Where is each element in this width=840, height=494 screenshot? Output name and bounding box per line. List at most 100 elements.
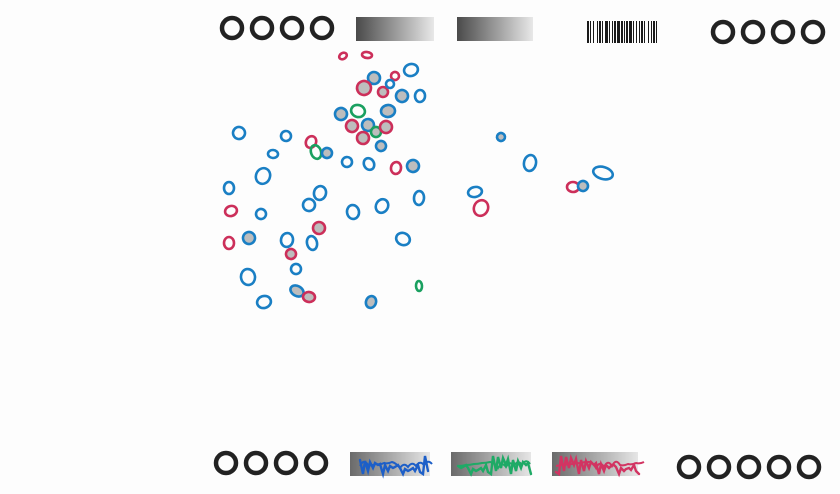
red-blob: [355, 79, 373, 97]
gradient-bar-1: [356, 17, 434, 41]
blue-blob: [366, 70, 382, 86]
red-blob: [355, 130, 371, 146]
registration-ring: [800, 19, 826, 45]
red-blob: [389, 70, 401, 82]
blue-blob: [394, 231, 412, 247]
blue-blob: [231, 125, 247, 141]
blue-blob: [255, 294, 273, 310]
blue-blob: [394, 88, 410, 104]
blue-blob: [405, 158, 421, 174]
blue-blob: [279, 129, 293, 143]
barcode-bar: [602, 21, 603, 43]
registration-ring: [279, 15, 305, 41]
barcode-bar: [621, 21, 623, 43]
blue-blob: [384, 78, 396, 90]
blue-blob: [239, 267, 257, 287]
blue-blob: [345, 203, 361, 221]
green-blob: [414, 279, 424, 293]
blue-blob: [241, 230, 257, 246]
barcode-bar: [617, 21, 620, 43]
blue-blob: [320, 146, 334, 160]
blue-swatch: [350, 452, 433, 479]
red-blob: [360, 50, 374, 60]
blue-blob: [279, 231, 295, 249]
blue-blob: [466, 185, 484, 199]
barcode-bar: [626, 21, 628, 43]
registration-ring: [770, 19, 796, 45]
barcode-bar: [612, 21, 613, 43]
barcode-bar: [624, 21, 625, 43]
blue-blob: [305, 234, 319, 252]
blue-blob: [301, 197, 317, 213]
barcode-bar: [644, 21, 645, 43]
blue-blob: [576, 179, 590, 193]
blue-blob: [333, 106, 349, 122]
blue-blob: [374, 139, 388, 153]
blue-blob: [289, 262, 303, 276]
red-blob: [311, 220, 327, 236]
red-blob: [222, 235, 236, 251]
blue-blob: [312, 184, 328, 202]
blue-blob: [374, 197, 390, 215]
barcode-bar: [656, 21, 657, 43]
barcode: [587, 21, 657, 43]
barcode-bar: [636, 21, 637, 43]
barcode-bar: [641, 21, 643, 43]
blue-blob: [413, 88, 427, 104]
barcode-bar: [593, 21, 594, 43]
scribble-stroke: [554, 453, 641, 478]
blue-blob: [522, 153, 538, 173]
scribble-stroke: [555, 460, 645, 471]
blue-blob: [362, 156, 376, 172]
barcode-bar: [633, 21, 634, 43]
blue-blob: [360, 117, 376, 133]
barcode-bar: [609, 21, 610, 43]
scribble-stroke: [359, 460, 433, 470]
barcode-bar: [599, 21, 601, 43]
barcode-bar: [587, 21, 589, 43]
registration-ring: [303, 450, 329, 476]
barcode-bar: [605, 21, 608, 43]
red-blob: [223, 204, 239, 218]
barcode-bar: [653, 21, 655, 43]
red-blob: [472, 198, 490, 218]
barcode-bar: [651, 21, 652, 43]
blue-blob: [412, 189, 426, 207]
blue-blob: [364, 294, 378, 310]
scribble-stroke: [457, 460, 531, 470]
registration-ring: [736, 454, 762, 480]
registration-marks-top-left: [219, 15, 335, 41]
registration-marks-bottom-left: [213, 450, 329, 476]
green-blob: [309, 143, 323, 161]
registration-ring: [213, 450, 239, 476]
red-blob: [378, 119, 394, 135]
registration-ring: [273, 450, 299, 476]
blue-blob: [495, 131, 507, 143]
barcode-bar: [590, 21, 591, 43]
blue-blob: [266, 148, 280, 160]
registration-ring: [740, 19, 766, 45]
barcode-bar: [648, 21, 649, 43]
blue-blob: [254, 166, 272, 186]
red-blob: [284, 247, 298, 261]
registration-ring: [219, 15, 245, 41]
blue-blob: [254, 207, 268, 221]
barcode-bar: [614, 21, 616, 43]
registration-ring: [766, 454, 792, 480]
registration-ring: [796, 454, 822, 480]
barcode-bar: [597, 21, 598, 43]
green-blob: [349, 103, 367, 119]
registration-marks-bottom-right: [676, 454, 822, 480]
red-blob: [389, 160, 403, 176]
registration-ring: [710, 19, 736, 45]
registration-marks-top-right: [710, 19, 826, 45]
barcode-bar: [629, 21, 632, 43]
green-swatch: [451, 452, 533, 477]
red-blob: [337, 51, 349, 61]
blue-blob: [402, 62, 420, 78]
blue-blob: [379, 103, 397, 119]
blue-blob: [340, 155, 354, 169]
registration-ring: [676, 454, 702, 480]
